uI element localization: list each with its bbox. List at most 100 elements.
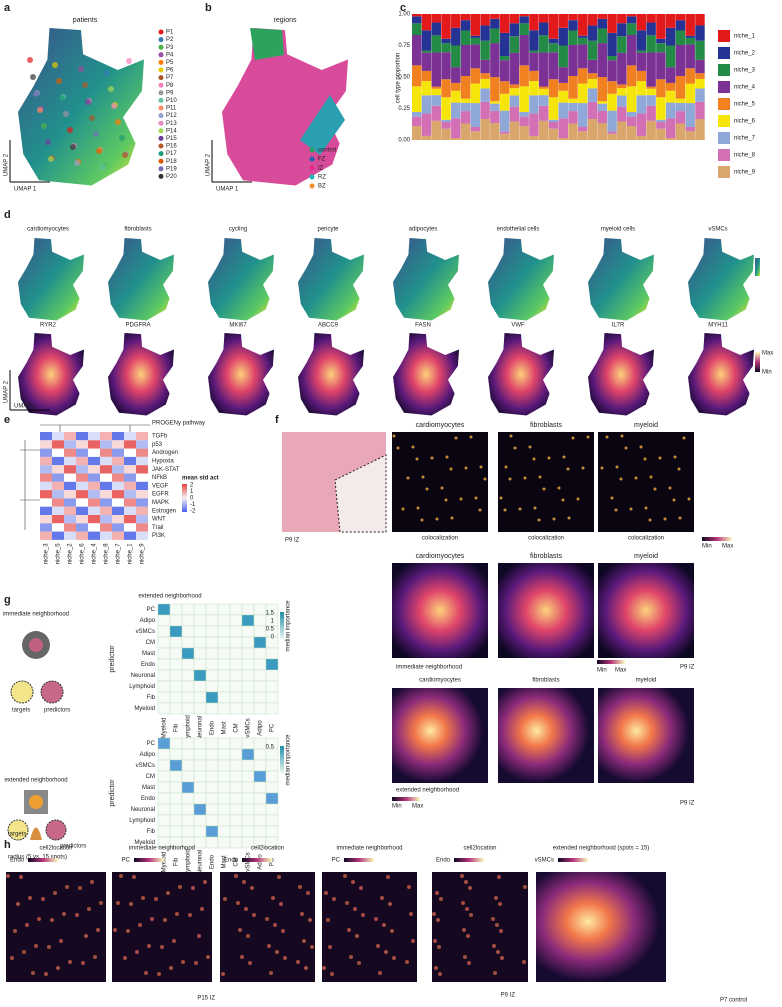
col-label: Myeloid bbox=[162, 718, 168, 739]
sample-label: P7 control bbox=[720, 998, 747, 1004]
heat-cell bbox=[112, 465, 124, 474]
spatial-spot bbox=[181, 960, 185, 964]
bar-segment bbox=[617, 88, 627, 96]
bar-segment bbox=[509, 84, 520, 89]
bar-segment bbox=[509, 106, 520, 122]
axis-label: predictor bbox=[109, 645, 116, 673]
panel-letter: c bbox=[400, 2, 406, 14]
umap-dot bbox=[52, 62, 58, 68]
bar-segment bbox=[597, 43, 608, 77]
heat-cell bbox=[217, 658, 231, 671]
heat-cell bbox=[64, 440, 76, 449]
panel-title: RYR2 bbox=[40, 323, 57, 329]
bar-segment bbox=[538, 105, 549, 121]
heat-cell bbox=[169, 603, 183, 616]
heat-cell bbox=[136, 490, 148, 499]
spatial-spot bbox=[99, 901, 103, 905]
caption: immediate neighborhood bbox=[396, 665, 462, 671]
coloc-spot bbox=[469, 435, 473, 439]
heat-cell bbox=[169, 669, 183, 682]
axis-label: predictor bbox=[109, 779, 116, 807]
heat-cell bbox=[205, 691, 219, 704]
coloc-spot bbox=[620, 434, 624, 438]
heat-cell bbox=[136, 531, 148, 540]
bar-segment bbox=[451, 45, 461, 68]
spatial-spot bbox=[281, 929, 285, 933]
caption: predictors bbox=[60, 844, 86, 850]
bar-segment bbox=[675, 102, 686, 112]
bar-segment bbox=[568, 75, 578, 99]
heat-cell bbox=[265, 702, 279, 715]
heat-cell bbox=[181, 647, 195, 660]
row-label: Androgen bbox=[152, 450, 178, 456]
heat-cell bbox=[157, 669, 171, 682]
legend-dot bbox=[158, 75, 164, 81]
bar-segment bbox=[568, 123, 578, 140]
coloc-spot bbox=[401, 507, 405, 511]
coloc-spot bbox=[483, 477, 487, 481]
bar-segment bbox=[480, 40, 490, 60]
heat-cell bbox=[52, 432, 64, 441]
bar-segment bbox=[431, 105, 441, 121]
spatial-spot bbox=[298, 885, 302, 889]
bar-segment bbox=[587, 101, 598, 119]
spatial-spot bbox=[308, 918, 312, 922]
colorbar bbox=[242, 858, 272, 862]
heat-cell bbox=[217, 614, 231, 627]
bar-segment bbox=[695, 101, 705, 119]
coloc-spot bbox=[504, 465, 508, 469]
heat-cell bbox=[265, 792, 279, 805]
col-label: Adipo bbox=[258, 720, 264, 736]
bar-segment bbox=[441, 119, 451, 122]
heat-cell bbox=[112, 473, 124, 482]
spatial-spot bbox=[96, 928, 100, 932]
legend-label: niche_9 bbox=[734, 170, 756, 176]
bar-segment bbox=[646, 52, 656, 87]
bar-segment bbox=[490, 28, 500, 44]
colorbar-label: Min bbox=[762, 370, 772, 376]
heat-cell bbox=[124, 448, 136, 457]
spatial-spot bbox=[328, 945, 332, 949]
bar-segment bbox=[656, 43, 666, 53]
coloc-spot bbox=[678, 516, 682, 520]
coloc-spot bbox=[552, 517, 556, 521]
caption: extended neighborhood bbox=[138, 594, 201, 600]
coloc-spot bbox=[634, 476, 638, 480]
heat-cell bbox=[169, 614, 183, 627]
colorbar-label: Max bbox=[412, 804, 423, 810]
bar-segment bbox=[607, 93, 617, 111]
row-label: CM bbox=[146, 640, 155, 646]
umap-dot bbox=[96, 148, 102, 154]
colorbar-label: Max bbox=[615, 668, 626, 674]
coloc-spot bbox=[406, 476, 410, 480]
spatial-spot bbox=[469, 913, 473, 917]
colorbar-label: 1 bbox=[190, 489, 194, 495]
coloc-spot bbox=[653, 487, 657, 491]
heat-cell bbox=[217, 691, 231, 704]
heat-cell bbox=[136, 473, 148, 482]
colorbar-label: 0.5 bbox=[266, 627, 275, 633]
bar-segment bbox=[558, 82, 568, 91]
bar-segment bbox=[412, 116, 422, 126]
bar-segment bbox=[597, 28, 608, 44]
legend-label: P2 bbox=[166, 37, 174, 43]
coloc-spot bbox=[518, 507, 522, 511]
bar-segment bbox=[685, 131, 695, 140]
heat-cell bbox=[253, 792, 267, 805]
legend-dot bbox=[158, 173, 164, 179]
row-label: EGFR bbox=[152, 492, 169, 498]
heat-cell bbox=[124, 440, 136, 449]
legend-dot bbox=[158, 59, 164, 65]
bar-segment bbox=[480, 14, 490, 26]
heat-cell bbox=[124, 456, 136, 466]
legend-dot bbox=[158, 82, 164, 88]
bar-segment bbox=[421, 52, 432, 71]
heat-cell bbox=[52, 498, 64, 507]
spatial-spot bbox=[467, 961, 471, 965]
spatial-spot bbox=[123, 956, 127, 960]
bar-segment bbox=[646, 22, 656, 36]
spatial-spot bbox=[188, 913, 192, 917]
bar-segment bbox=[626, 112, 637, 117]
bar-segment bbox=[431, 35, 441, 53]
spatial-spot bbox=[10, 956, 14, 960]
